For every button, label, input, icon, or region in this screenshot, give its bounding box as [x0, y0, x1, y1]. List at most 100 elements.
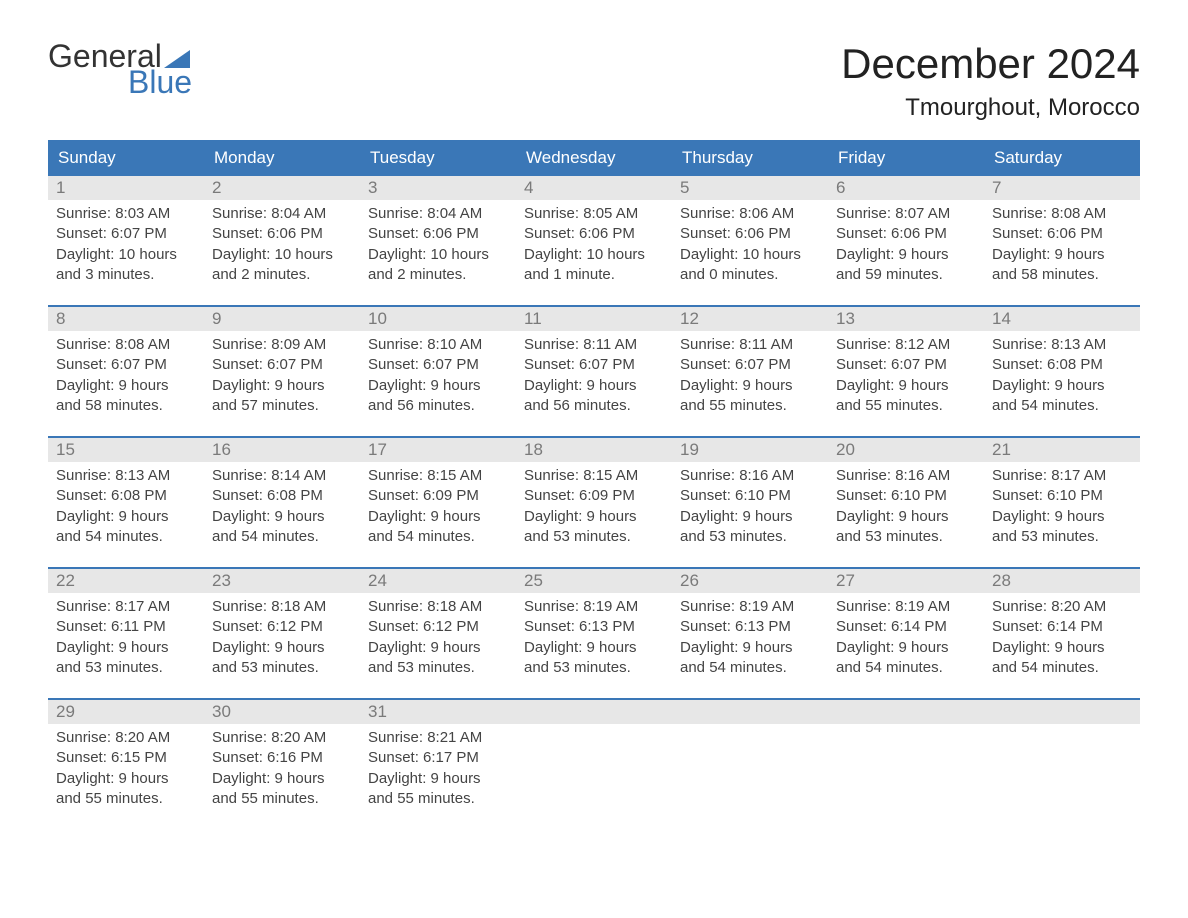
day-number: 15 [48, 438, 204, 462]
day-details: Sunrise: 8:08 AMSunset: 6:07 PMDaylight:… [48, 331, 204, 422]
day-number: 3 [360, 176, 516, 200]
sunrise-line: Sunrise: 8:20 AM [56, 728, 196, 748]
sunset-line: Sunset: 6:07 PM [56, 224, 196, 244]
day-details: Sunrise: 8:20 AMSunset: 6:14 PMDaylight:… [984, 593, 1140, 684]
day2-line: and 53 minutes. [992, 527, 1132, 547]
day-cell [828, 700, 984, 815]
day-number: 9 [204, 307, 360, 331]
sunset-line: Sunset: 6:08 PM [56, 486, 196, 506]
sunrise-line: Sunrise: 8:15 AM [368, 466, 508, 486]
day2-line: and 53 minutes. [524, 658, 664, 678]
day-cell: 8Sunrise: 8:08 AMSunset: 6:07 PMDaylight… [48, 307, 204, 422]
day2-line: and 2 minutes. [368, 265, 508, 285]
day-cell: 6Sunrise: 8:07 AMSunset: 6:06 PMDaylight… [828, 176, 984, 291]
sunrise-line: Sunrise: 8:19 AM [680, 597, 820, 617]
sunrise-line: Sunrise: 8:17 AM [56, 597, 196, 617]
sunset-line: Sunset: 6:16 PM [212, 748, 352, 768]
day-cell [984, 700, 1140, 815]
day-details: Sunrise: 8:19 AMSunset: 6:13 PMDaylight:… [672, 593, 828, 684]
day-details: Sunrise: 8:04 AMSunset: 6:06 PMDaylight:… [360, 200, 516, 291]
day-number: 26 [672, 569, 828, 593]
day-header: Thursday [672, 140, 828, 176]
day-details: Sunrise: 8:15 AMSunset: 6:09 PMDaylight:… [516, 462, 672, 553]
sunset-line: Sunset: 6:06 PM [368, 224, 508, 244]
day1-line: Daylight: 9 hours [212, 507, 352, 527]
day-number: 27 [828, 569, 984, 593]
day-number: 30 [204, 700, 360, 724]
day-cell: 5Sunrise: 8:06 AMSunset: 6:06 PMDaylight… [672, 176, 828, 291]
day1-line: Daylight: 9 hours [992, 376, 1132, 396]
day-details: Sunrise: 8:04 AMSunset: 6:06 PMDaylight:… [204, 200, 360, 291]
week-row: 22Sunrise: 8:17 AMSunset: 6:11 PMDayligh… [48, 567, 1140, 684]
sunset-line: Sunset: 6:12 PM [212, 617, 352, 637]
day-cell: 25Sunrise: 8:19 AMSunset: 6:13 PMDayligh… [516, 569, 672, 684]
sunrise-line: Sunrise: 8:16 AM [836, 466, 976, 486]
sunset-line: Sunset: 6:10 PM [836, 486, 976, 506]
day1-line: Daylight: 9 hours [56, 769, 196, 789]
day1-line: Daylight: 9 hours [680, 638, 820, 658]
day2-line: and 54 minutes. [56, 527, 196, 547]
sunset-line: Sunset: 6:07 PM [56, 355, 196, 375]
day-cell: 4Sunrise: 8:05 AMSunset: 6:06 PMDaylight… [516, 176, 672, 291]
day-cell: 10Sunrise: 8:10 AMSunset: 6:07 PMDayligh… [360, 307, 516, 422]
day1-line: Daylight: 9 hours [368, 769, 508, 789]
day-details: Sunrise: 8:08 AMSunset: 6:06 PMDaylight:… [984, 200, 1140, 291]
day-cell: 7Sunrise: 8:08 AMSunset: 6:06 PMDaylight… [984, 176, 1140, 291]
week-row: 8Sunrise: 8:08 AMSunset: 6:07 PMDaylight… [48, 305, 1140, 422]
day2-line: and 53 minutes. [56, 658, 196, 678]
day-cell: 24Sunrise: 8:18 AMSunset: 6:12 PMDayligh… [360, 569, 516, 684]
day-details: Sunrise: 8:20 AMSunset: 6:15 PMDaylight:… [48, 724, 204, 815]
day-number: 19 [672, 438, 828, 462]
sunrise-line: Sunrise: 8:11 AM [524, 335, 664, 355]
day-header: Sunday [48, 140, 204, 176]
sunset-line: Sunset: 6:08 PM [212, 486, 352, 506]
day-number: 18 [516, 438, 672, 462]
sunrise-line: Sunrise: 8:18 AM [368, 597, 508, 617]
day-number [516, 700, 672, 724]
sunrise-line: Sunrise: 8:09 AM [212, 335, 352, 355]
day-cell: 13Sunrise: 8:12 AMSunset: 6:07 PMDayligh… [828, 307, 984, 422]
day-number: 11 [516, 307, 672, 331]
sunrise-line: Sunrise: 8:15 AM [524, 466, 664, 486]
day1-line: Daylight: 9 hours [368, 376, 508, 396]
day-cell: 26Sunrise: 8:19 AMSunset: 6:13 PMDayligh… [672, 569, 828, 684]
day-details: Sunrise: 8:12 AMSunset: 6:07 PMDaylight:… [828, 331, 984, 422]
day2-line: and 55 minutes. [836, 396, 976, 416]
sunset-line: Sunset: 6:09 PM [368, 486, 508, 506]
day2-line: and 54 minutes. [992, 658, 1132, 678]
title-month: December 2024 [841, 40, 1140, 88]
day1-line: Daylight: 9 hours [992, 245, 1132, 265]
day-details: Sunrise: 8:17 AMSunset: 6:11 PMDaylight:… [48, 593, 204, 684]
day-details: Sunrise: 8:16 AMSunset: 6:10 PMDaylight:… [672, 462, 828, 553]
day2-line: and 54 minutes. [368, 527, 508, 547]
day-details: Sunrise: 8:09 AMSunset: 6:07 PMDaylight:… [204, 331, 360, 422]
day-details: Sunrise: 8:06 AMSunset: 6:06 PMDaylight:… [672, 200, 828, 291]
day2-line: and 59 minutes. [836, 265, 976, 285]
title-block: December 2024 Tmourghout, Morocco [841, 40, 1140, 122]
day2-line: and 54 minutes. [836, 658, 976, 678]
day1-line: Daylight: 9 hours [524, 507, 664, 527]
week-row: 15Sunrise: 8:13 AMSunset: 6:08 PMDayligh… [48, 436, 1140, 553]
sunset-line: Sunset: 6:06 PM [524, 224, 664, 244]
day-details: Sunrise: 8:17 AMSunset: 6:10 PMDaylight:… [984, 462, 1140, 553]
day-cell: 23Sunrise: 8:18 AMSunset: 6:12 PMDayligh… [204, 569, 360, 684]
day1-line: Daylight: 9 hours [212, 638, 352, 658]
sunrise-line: Sunrise: 8:05 AM [524, 204, 664, 224]
logo: General Blue [48, 40, 192, 98]
day-cell [672, 700, 828, 815]
day-number: 28 [984, 569, 1140, 593]
day-number: 16 [204, 438, 360, 462]
day1-line: Daylight: 9 hours [680, 507, 820, 527]
day1-line: Daylight: 10 hours [680, 245, 820, 265]
day-header: Tuesday [360, 140, 516, 176]
sunset-line: Sunset: 6:07 PM [836, 355, 976, 375]
sunset-line: Sunset: 6:07 PM [368, 355, 508, 375]
title-location: Tmourghout, Morocco [841, 94, 1140, 122]
day1-line: Daylight: 9 hours [836, 376, 976, 396]
day1-line: Daylight: 10 hours [56, 245, 196, 265]
day-details: Sunrise: 8:10 AMSunset: 6:07 PMDaylight:… [360, 331, 516, 422]
day1-line: Daylight: 9 hours [368, 638, 508, 658]
day-details: Sunrise: 8:13 AMSunset: 6:08 PMDaylight:… [48, 462, 204, 553]
day-number: 17 [360, 438, 516, 462]
sunrise-line: Sunrise: 8:21 AM [368, 728, 508, 748]
